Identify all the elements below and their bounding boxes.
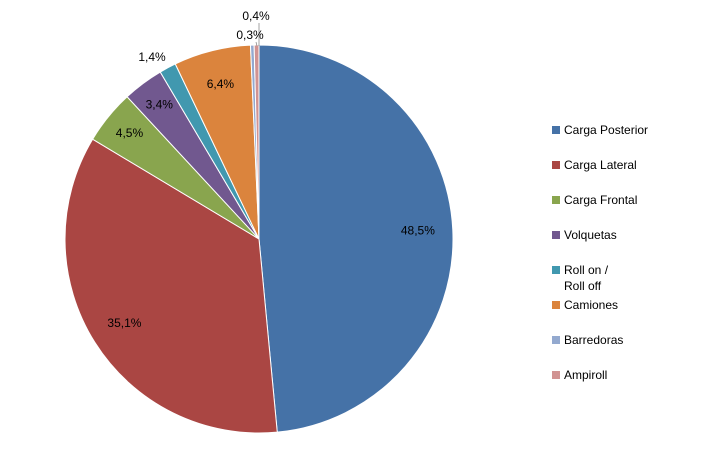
pie-slice-carga-lateral <box>64 138 278 434</box>
legend-label: Camiones <box>564 298 619 312</box>
legend-label: Carga Frontal <box>564 193 638 207</box>
legend-label: Carga Posterior <box>564 123 649 137</box>
legend-item: Camiones <box>552 297 712 332</box>
legend-label: Carga Lateral <box>564 158 637 172</box>
data-label: 6,4% <box>207 77 235 91</box>
leader-lines <box>255 23 260 47</box>
legend-item: Carga Lateral <box>552 157 712 192</box>
legend-swatch <box>552 266 560 274</box>
pie-slice-carga-posterior <box>258 44 454 433</box>
data-label: 3,4% <box>146 97 174 111</box>
legend: Carga Posterior Carga Lateral Carga Fronta… <box>552 122 712 402</box>
data-label: 0,3% <box>236 28 264 42</box>
legend-swatch <box>552 231 560 239</box>
data-label: 4,5% <box>116 126 144 140</box>
data-label: 0,4% <box>242 9 270 23</box>
legend-label: Volquetas <box>564 228 617 242</box>
data-labels: 48,5% 35,1% 4,5% 3,4% 1,4% 6,4% 0,3% 0,4% <box>107 9 435 330</box>
legend-item: Barredoras <box>552 332 712 367</box>
legend-label: Roll on / Roll off <box>564 263 609 293</box>
legend-item: Carga Posterior <box>552 122 712 157</box>
legend-item: Ampiroll <box>552 367 712 402</box>
leader-line <box>255 41 258 47</box>
legend-swatch <box>552 196 560 204</box>
legend-swatch <box>552 161 560 169</box>
legend-label: Ampiroll <box>564 368 608 382</box>
data-label: 48,5% <box>401 224 435 238</box>
pie-slices <box>64 44 454 434</box>
legend-swatch <box>552 336 560 344</box>
data-label: 1,4% <box>138 50 166 64</box>
legend-item: Carga Frontal <box>552 192 712 227</box>
legend-swatch <box>552 301 560 309</box>
legend-item: Roll on / Roll off <box>552 262 712 297</box>
legend-swatch <box>552 371 560 379</box>
data-label: 35,1% <box>107 316 141 330</box>
legend-swatch <box>552 126 560 134</box>
legend-label: Barredoras <box>564 333 624 347</box>
legend-item: Volquetas <box>552 227 712 262</box>
